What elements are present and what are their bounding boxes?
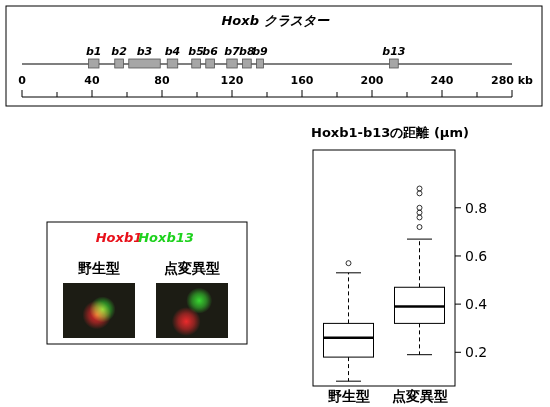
x-tick <box>232 90 233 97</box>
x-category-label: 点変異型 <box>392 388 448 404</box>
figure: Hoxb クラスターb1b2b3b4b5b6b7b8b9b13040801201… <box>0 0 550 407</box>
outlier <box>417 225 422 230</box>
x-tick-label: 240 <box>431 74 454 87</box>
x-minor-tick <box>407 92 408 97</box>
gene-label: b7 <box>224 45 240 58</box>
gene-label: b1 <box>86 45 102 58</box>
micrograph-bg <box>63 283 135 338</box>
whisker-cap <box>407 239 432 240</box>
whisker <box>419 239 420 287</box>
gene <box>129 59 161 68</box>
gene <box>192 59 201 68</box>
x-category-label: 野生型 <box>328 388 370 404</box>
y-tick-label: 0.6 <box>465 248 487 264</box>
x-tick-label: 0 <box>18 74 26 87</box>
gene <box>89 59 100 68</box>
panel-label: 点変異型 <box>164 260 220 276</box>
gene <box>167 59 178 68</box>
gene-map-frame <box>6 6 542 106</box>
x-minor-tick <box>267 92 268 97</box>
signal-spot <box>186 288 212 314</box>
x-minor-tick <box>337 92 338 97</box>
x-minor-tick <box>57 92 58 97</box>
median <box>324 337 374 340</box>
gene-label: b2 <box>111 45 127 58</box>
gene-map-title: Hoxb クラスター <box>221 13 329 28</box>
outlier <box>346 261 351 266</box>
x-tick <box>442 90 443 97</box>
x-tick-label: 200 <box>361 74 384 87</box>
gene <box>115 59 124 68</box>
x-tick-label: 80 <box>154 74 170 87</box>
whisker <box>348 357 349 381</box>
outlier <box>417 186 422 191</box>
outlier <box>417 191 422 196</box>
outlier <box>417 210 422 215</box>
whisker-cap <box>407 354 432 355</box>
y-tick-label: 0.2 <box>465 344 487 360</box>
outlier <box>417 215 422 220</box>
gene-label: b9 <box>252 45 268 58</box>
x-tick <box>162 90 163 97</box>
gene <box>227 59 238 68</box>
gene-label: b3 <box>137 45 153 58</box>
y-tick <box>455 352 461 353</box>
channel-label: Hoxb1 <box>96 230 143 245</box>
median <box>395 305 445 308</box>
y-tick <box>455 255 461 256</box>
whisker-cap <box>336 381 361 382</box>
gene <box>243 59 252 68</box>
gene <box>206 59 215 68</box>
whisker-cap <box>336 272 361 273</box>
y-tick-label: 0.4 <box>465 296 487 312</box>
x-tick <box>372 90 373 97</box>
micrograph-bg <box>156 283 228 338</box>
channel-label: Hoxb13 <box>138 230 194 245</box>
y-tick-label: 0.8 <box>465 200 487 216</box>
whisker <box>348 273 349 324</box>
x-minor-tick <box>127 92 128 97</box>
outlier <box>417 205 422 210</box>
gene <box>390 59 399 68</box>
box <box>324 323 374 357</box>
x-tick-label: 160 <box>291 74 314 87</box>
x-minor-tick <box>477 92 478 97</box>
x-tick-label: 280 kb <box>491 74 533 87</box>
box-marks <box>324 186 445 381</box>
y-tick <box>455 207 461 208</box>
gene-label: b6 <box>202 45 218 58</box>
gene-label: b4 <box>165 45 181 58</box>
plot-frame <box>313 150 455 386</box>
x-tick <box>302 90 303 97</box>
x-tick-label: 120 <box>221 74 244 87</box>
box <box>395 287 445 323</box>
whisker <box>419 323 420 354</box>
micrograph <box>63 283 135 338</box>
signal-spot <box>90 296 116 322</box>
x-tick <box>92 90 93 97</box>
image-frame <box>47 222 247 344</box>
panel-label: 野生型 <box>78 260 120 276</box>
x-tick <box>512 90 513 97</box>
box-title: Hoxb1-b13の距離 (μm) <box>311 125 469 140</box>
gene-label: b13 <box>382 45 406 58</box>
x-tick-label: 40 <box>84 74 100 87</box>
y-tick <box>455 304 461 305</box>
x-tick <box>22 90 23 97</box>
x-minor-tick <box>197 92 198 97</box>
micrograph <box>156 283 228 338</box>
gene <box>257 59 264 68</box>
